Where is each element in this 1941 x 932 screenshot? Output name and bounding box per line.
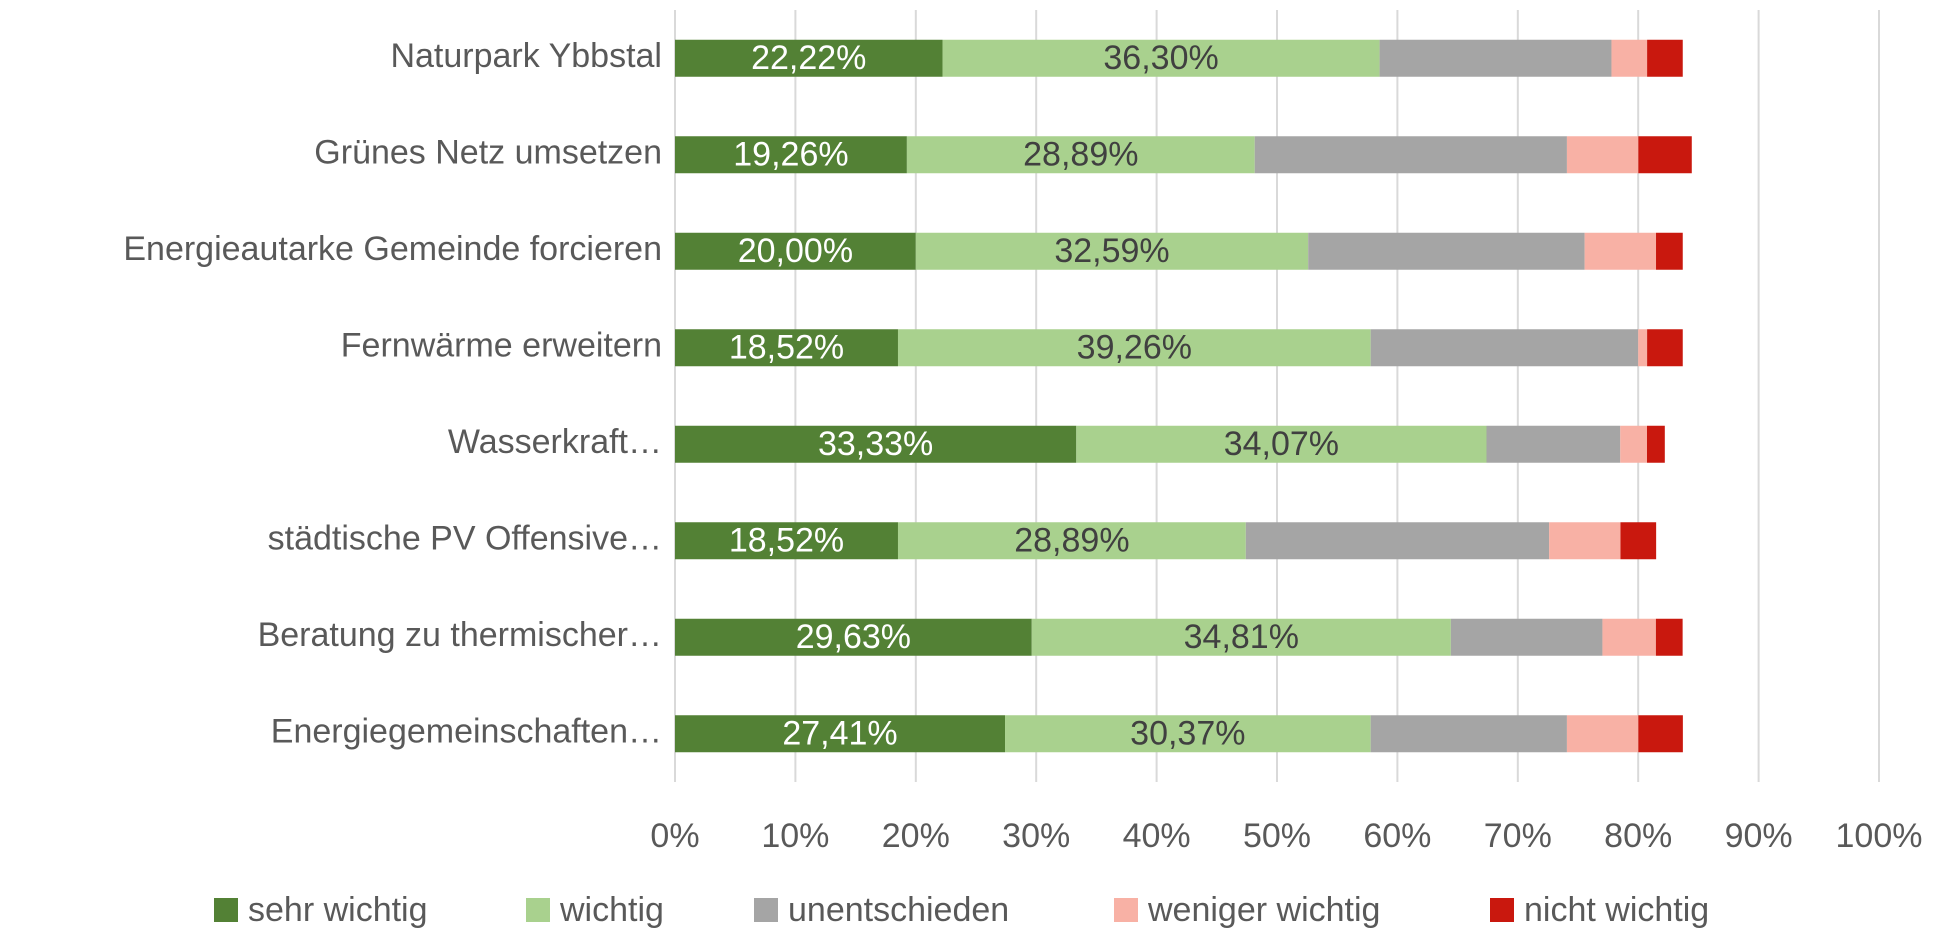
- bar-segment: [1566, 136, 1639, 174]
- bar-segment: [1655, 618, 1683, 656]
- legend-label: nicht wichtig: [1524, 891, 1709, 929]
- x-tick-label: 50%: [1243, 817, 1311, 855]
- bar-segment: [1370, 329, 1639, 367]
- data-label: 39,26%: [1077, 329, 1192, 367]
- x-tick-label: 30%: [1002, 817, 1070, 855]
- legend-swatch: [526, 898, 550, 922]
- bar-segment: [1379, 39, 1612, 77]
- x-tick-label: 0%: [650, 817, 699, 855]
- bar-segment: [1005, 715, 1371, 753]
- x-tick-label: 10%: [761, 817, 829, 855]
- legend-label: weniger wichtig: [1147, 891, 1380, 929]
- legend-swatch: [1490, 898, 1514, 922]
- bar-segment: [906, 136, 1255, 174]
- data-label: 18,52%: [729, 329, 844, 367]
- category-label: Fernwärme erweitern: [341, 327, 662, 365]
- bar-segment: [675, 329, 898, 367]
- legend-label: sehr wichtig: [248, 891, 428, 929]
- x-tick-label: 60%: [1363, 817, 1431, 855]
- data-label: 32,59%: [1054, 232, 1169, 270]
- bar-segment: [1031, 618, 1451, 656]
- x-tick-label: 70%: [1484, 817, 1552, 855]
- bar-segment: [675, 425, 1077, 463]
- category-label: Beratung zu thermischer…: [258, 616, 662, 654]
- x-tick-label: 90%: [1725, 817, 1793, 855]
- category-label: Energiegemeinschaften…: [271, 713, 662, 751]
- data-label: 28,89%: [1014, 522, 1129, 560]
- bar-segment: [1254, 136, 1567, 174]
- bar-segment: [1656, 232, 1683, 270]
- data-label: 29,63%: [796, 618, 911, 656]
- data-label: 27,41%: [782, 715, 897, 753]
- bar-segment: [675, 715, 1006, 753]
- data-label: 20,00%: [738, 232, 853, 270]
- legend-swatch: [214, 898, 238, 922]
- bar-segment: [675, 39, 943, 77]
- data-label: 33,33%: [818, 425, 933, 463]
- legend-swatch: [754, 898, 778, 922]
- legend-swatch: [1114, 898, 1138, 922]
- bar-segment: [675, 618, 1032, 656]
- bar-segment: [1620, 522, 1657, 560]
- bar-segment: [675, 232, 916, 270]
- data-label: 19,26%: [733, 136, 848, 174]
- bar-segment: [1076, 425, 1487, 463]
- bar-segment: [1370, 715, 1567, 753]
- bar-segment: [1638, 329, 1648, 367]
- bar-segment: [1602, 618, 1656, 656]
- bar-segment: [1486, 425, 1621, 463]
- data-label: 30,37%: [1130, 715, 1245, 753]
- bar-segment: [1549, 522, 1621, 560]
- x-tick-label: 100%: [1836, 817, 1923, 855]
- data-label: 22,22%: [751, 39, 866, 77]
- bar-segment: [897, 522, 1246, 560]
- bar-segment: [1308, 232, 1585, 270]
- bar-segment: [1584, 232, 1657, 270]
- bar-segment: [942, 39, 1380, 77]
- bar-segment: [1611, 39, 1648, 77]
- bar-segment: [1620, 425, 1647, 463]
- x-tick-label: 80%: [1604, 817, 1672, 855]
- bar-segment: [897, 329, 1371, 367]
- category-label: Energieautarke Gemeinde forcieren: [123, 230, 662, 268]
- category-label: Grünes Netz umsetzen: [314, 134, 662, 172]
- bar-segment: [1566, 715, 1639, 753]
- category-label: städtische PV Offensive…: [268, 520, 662, 558]
- data-label: 18,52%: [729, 522, 844, 560]
- bar-segment: [1646, 425, 1665, 463]
- bar-segment: [1638, 136, 1692, 174]
- bar-segment: [675, 522, 898, 560]
- category-label: Wasserkraft…: [448, 423, 662, 461]
- data-label: 28,89%: [1023, 136, 1138, 174]
- bar-segment: [1638, 715, 1683, 753]
- bar-segment: [675, 136, 907, 174]
- data-label: 36,30%: [1103, 39, 1218, 77]
- bar-segment: [1450, 618, 1603, 656]
- data-label: 34,07%: [1224, 425, 1339, 463]
- bar-segment: [1647, 329, 1683, 367]
- x-tick-label: 40%: [1123, 817, 1191, 855]
- bar-segment: [1647, 39, 1683, 77]
- category-label: Naturpark Ybbstal: [390, 37, 662, 75]
- data-label: 34,81%: [1184, 618, 1299, 656]
- bar-segment: [915, 232, 1309, 270]
- legend-label: wichtig: [559, 891, 664, 929]
- bar-segment: [1245, 522, 1550, 560]
- legend-label: unentschieden: [788, 891, 1009, 929]
- x-tick-label: 20%: [882, 817, 950, 855]
